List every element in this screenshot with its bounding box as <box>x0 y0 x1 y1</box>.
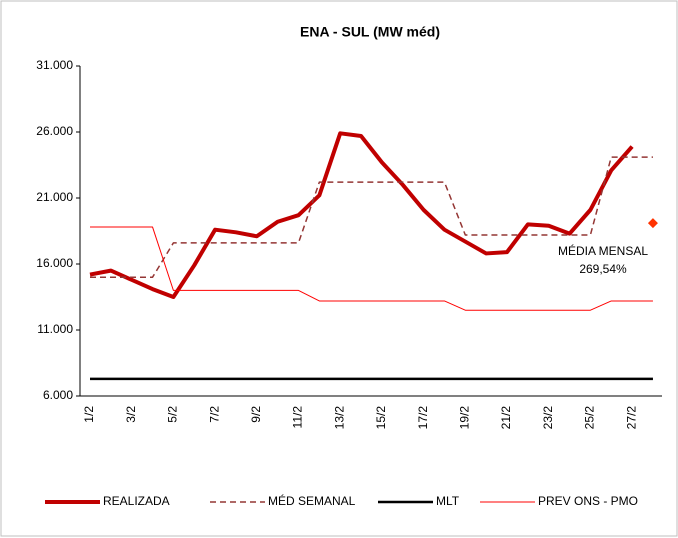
chart-title: ENA - SUL (MW méd) <box>300 24 440 40</box>
y-tick-label: 26.000 <box>36 124 73 138</box>
x-tick-label: 15/2 <box>374 406 388 430</box>
x-tick-label: 19/2 <box>457 406 471 430</box>
x-tick-label: 21/2 <box>499 406 513 430</box>
x-tick-label: 5/2 <box>166 406 180 423</box>
x-tick-label: 9/2 <box>249 406 263 423</box>
y-tick-label: 6.000 <box>43 388 73 402</box>
legend-label: REALIZADA <box>103 494 170 508</box>
y-tick-label: 16.000 <box>36 256 73 270</box>
series-line <box>90 156 653 278</box>
x-tick-label: 11/2 <box>291 406 305 429</box>
x-tick-label: 17/2 <box>416 406 430 430</box>
x-tick-label: 3/2 <box>124 406 138 423</box>
y-tick-label: 11.000 <box>37 322 73 336</box>
legend-label: MÉD SEMANAL <box>268 493 356 508</box>
annotation-marker <box>647 218 658 229</box>
annotation-text: MÉDIA MENSAL <box>558 243 648 258</box>
legend-label: PREV ONS - PMO <box>538 494 638 508</box>
x-tick-label: 7/2 <box>207 406 221 423</box>
x-tick-label: 1/2 <box>82 406 96 423</box>
legend-label: MLT <box>436 494 460 508</box>
x-tick-label: 23/2 <box>541 406 555 430</box>
y-tick-label: 21.000 <box>36 190 73 204</box>
series-line <box>90 226 653 311</box>
y-tick-label: 31.000 <box>36 58 73 72</box>
x-tick-label: 13/2 <box>332 406 346 430</box>
annotation-text: 269,54% <box>579 262 627 276</box>
x-tick-label: 27/2 <box>624 406 638 430</box>
series-line <box>89 131 634 299</box>
x-tick-label: 25/2 <box>583 406 597 430</box>
